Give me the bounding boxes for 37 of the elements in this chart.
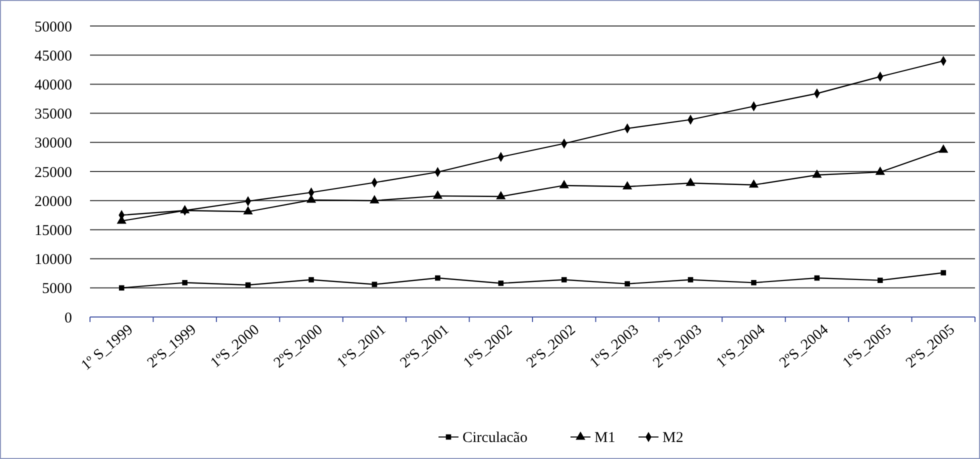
legend-label: M2 [662,430,684,446]
point [686,178,696,186]
y-tick-label: 15000 [34,222,72,239]
point [559,180,569,188]
point [748,179,759,188]
y-tick-label: 25000 [34,164,72,181]
legend-label: M1 [594,430,616,446]
y-tick-label: 10000 [34,252,72,268]
point [432,190,442,199]
point [498,280,504,286]
y-tick-label: 5000 [42,281,72,298]
point [622,181,632,190]
point [940,270,946,276]
point [243,206,253,214]
point [938,144,948,153]
point [624,281,630,286]
y-tick-label: 0 [64,310,72,326]
point [875,166,885,175]
point [812,169,822,178]
point [308,277,314,282]
y-tick-label: 20000 [34,194,72,210]
y-tick-label: 45000 [34,48,72,64]
point [878,278,883,283]
point [306,194,316,203]
point [370,195,380,204]
point [688,277,694,282]
point [561,277,567,282]
y-tick-label: 35000 [34,106,72,123]
point [118,285,124,291]
point [182,280,188,286]
y-tick-label: 40000 [34,77,72,94]
point [496,190,506,200]
legend-label: Circulacão [462,430,528,446]
y-tick-label: 30000 [34,136,72,152]
point [435,275,440,281]
point [751,280,756,286]
y-tick-label: 50000 [34,19,72,36]
